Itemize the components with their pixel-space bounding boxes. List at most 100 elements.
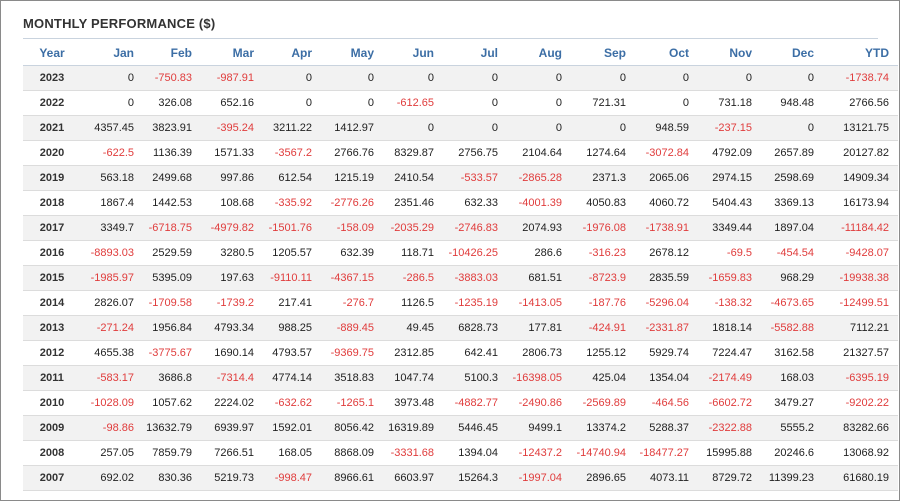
month-cell: 6603.97	[383, 465, 443, 491]
month-cell: 0	[635, 90, 698, 116]
month-cell: 2806.73	[507, 340, 571, 366]
month-cell: 0	[761, 115, 823, 141]
month-cell: -889.45	[321, 315, 383, 341]
ytd-cell: 20127.82	[823, 140, 898, 166]
month-cell: 1047.74	[383, 365, 443, 391]
month-cell: -7314.4	[201, 365, 263, 391]
month-cell: -2331.87	[635, 315, 698, 341]
table-row: 2007 692.02 830.36 5219.73 -998.47 8966.61 660…	[23, 465, 898, 491]
month-cell: 1690.14	[201, 340, 263, 366]
month-cell: 286.6	[507, 240, 571, 266]
month-cell: -583.17	[81, 365, 143, 391]
month-cell: 9499.1	[507, 415, 571, 441]
month-cell: 1818.14	[698, 315, 761, 341]
month-cell: 4073.11	[635, 465, 698, 491]
month-cell: 4774.14	[263, 365, 321, 391]
month-cell: 6939.97	[201, 415, 263, 441]
ytd-cell: -19938.38	[823, 265, 898, 291]
month-cell: 3162.58	[761, 340, 823, 366]
month-cell: -1028.09	[81, 390, 143, 416]
month-cell: 8056.42	[321, 415, 383, 441]
month-cell: 1354.04	[635, 365, 698, 391]
month-cell: 6828.73	[443, 315, 507, 341]
month-cell: -3072.84	[635, 140, 698, 166]
month-cell: 563.18	[81, 165, 143, 191]
year-cell: 2010	[23, 390, 81, 416]
month-cell: -316.23	[571, 240, 635, 266]
year-cell: 2021	[23, 115, 81, 141]
month-cell: 0	[443, 115, 507, 141]
table-row: 2009 -98.86 13632.79 6939.97 1592.01 8056.42 1…	[23, 415, 898, 441]
month-cell: -2490.86	[507, 390, 571, 416]
month-cell: -6718.75	[143, 215, 201, 241]
month-cell: 177.81	[507, 315, 571, 341]
table-row: 2020 -622.5 1136.39 1571.33 -3567.2 2766.76 83…	[23, 140, 898, 166]
month-cell: -69.5	[698, 240, 761, 266]
month-cell: -1659.83	[698, 265, 761, 291]
month-cell: -8723.9	[571, 265, 635, 291]
month-cell: 1255.12	[571, 340, 635, 366]
month-cell: 8966.61	[321, 465, 383, 491]
month-cell: -454.54	[761, 240, 823, 266]
month-cell: 0	[507, 65, 571, 91]
month-cell: 5446.45	[443, 415, 507, 441]
table-row: 2010 -1028.09 1057.62 2224.02 -632.62 -1265.1…	[23, 390, 898, 416]
month-cell: 1274.64	[571, 140, 635, 166]
month-cell: 1592.01	[263, 415, 321, 441]
ytd-cell: -9202.22	[823, 390, 898, 416]
month-cell: 1057.62	[143, 390, 201, 416]
month-cell: 2499.68	[143, 165, 201, 191]
month-cell: -2865.28	[507, 165, 571, 191]
month-cell: -276.7	[321, 290, 383, 316]
month-cell: -395.24	[201, 115, 263, 141]
month-cell: -1709.58	[143, 290, 201, 316]
title-divider	[23, 38, 878, 39]
month-cell: -4979.82	[201, 215, 263, 241]
month-cell: -335.92	[263, 190, 321, 216]
month-cell: 4357.45	[81, 115, 143, 141]
month-cell: 2974.15	[698, 165, 761, 191]
panel-title: MONTHLY PERFORMANCE ($)	[23, 16, 216, 31]
month-cell: 3349.44	[698, 215, 761, 241]
year-cell: 2022	[23, 90, 81, 116]
month-cell: 0	[507, 115, 571, 141]
year-cell: 2011	[23, 365, 81, 391]
column-header-feb: Feb	[143, 41, 201, 66]
month-cell: 652.16	[201, 90, 263, 116]
month-cell: -632.62	[263, 390, 321, 416]
month-cell: -1997.04	[507, 465, 571, 491]
table-row: 2016 -8893.03 2529.59 3280.5 1205.57 632.39 11…	[23, 240, 898, 266]
month-cell: -987.91	[201, 65, 263, 91]
month-cell: -1985.97	[81, 265, 143, 291]
table-row: 2017 3349.7 -6718.75 -4979.82 -1501.76 -158.0…	[23, 215, 898, 241]
month-cell: 3349.7	[81, 215, 143, 241]
month-cell: 0	[263, 65, 321, 91]
year-cell: 2008	[23, 440, 81, 466]
month-cell: -612.65	[383, 90, 443, 116]
month-cell: 7224.47	[698, 340, 761, 366]
month-cell: 681.51	[507, 265, 571, 291]
month-cell: 0	[383, 115, 443, 141]
month-cell: -5296.04	[635, 290, 698, 316]
month-cell: -1738.91	[635, 215, 698, 241]
month-cell: -6602.72	[698, 390, 761, 416]
month-cell: 13632.79	[143, 415, 201, 441]
month-cell: -533.57	[443, 165, 507, 191]
month-cell: 0	[698, 65, 761, 91]
month-cell: -622.5	[81, 140, 143, 166]
month-cell: -1413.05	[507, 290, 571, 316]
month-cell: 1956.84	[143, 315, 201, 341]
month-cell: -271.24	[81, 315, 143, 341]
column-header-sep: Sep	[571, 41, 635, 66]
column-header-nov: Nov	[698, 41, 761, 66]
month-cell: 2104.64	[507, 140, 571, 166]
month-cell: -9369.75	[321, 340, 383, 366]
year-cell: 2019	[23, 165, 81, 191]
month-cell: 642.41	[443, 340, 507, 366]
month-cell: 0	[571, 115, 635, 141]
month-cell: -5582.88	[761, 315, 823, 341]
ytd-cell: 61680.19	[823, 465, 898, 491]
month-cell: 5395.09	[143, 265, 201, 291]
month-cell: 8329.87	[383, 140, 443, 166]
